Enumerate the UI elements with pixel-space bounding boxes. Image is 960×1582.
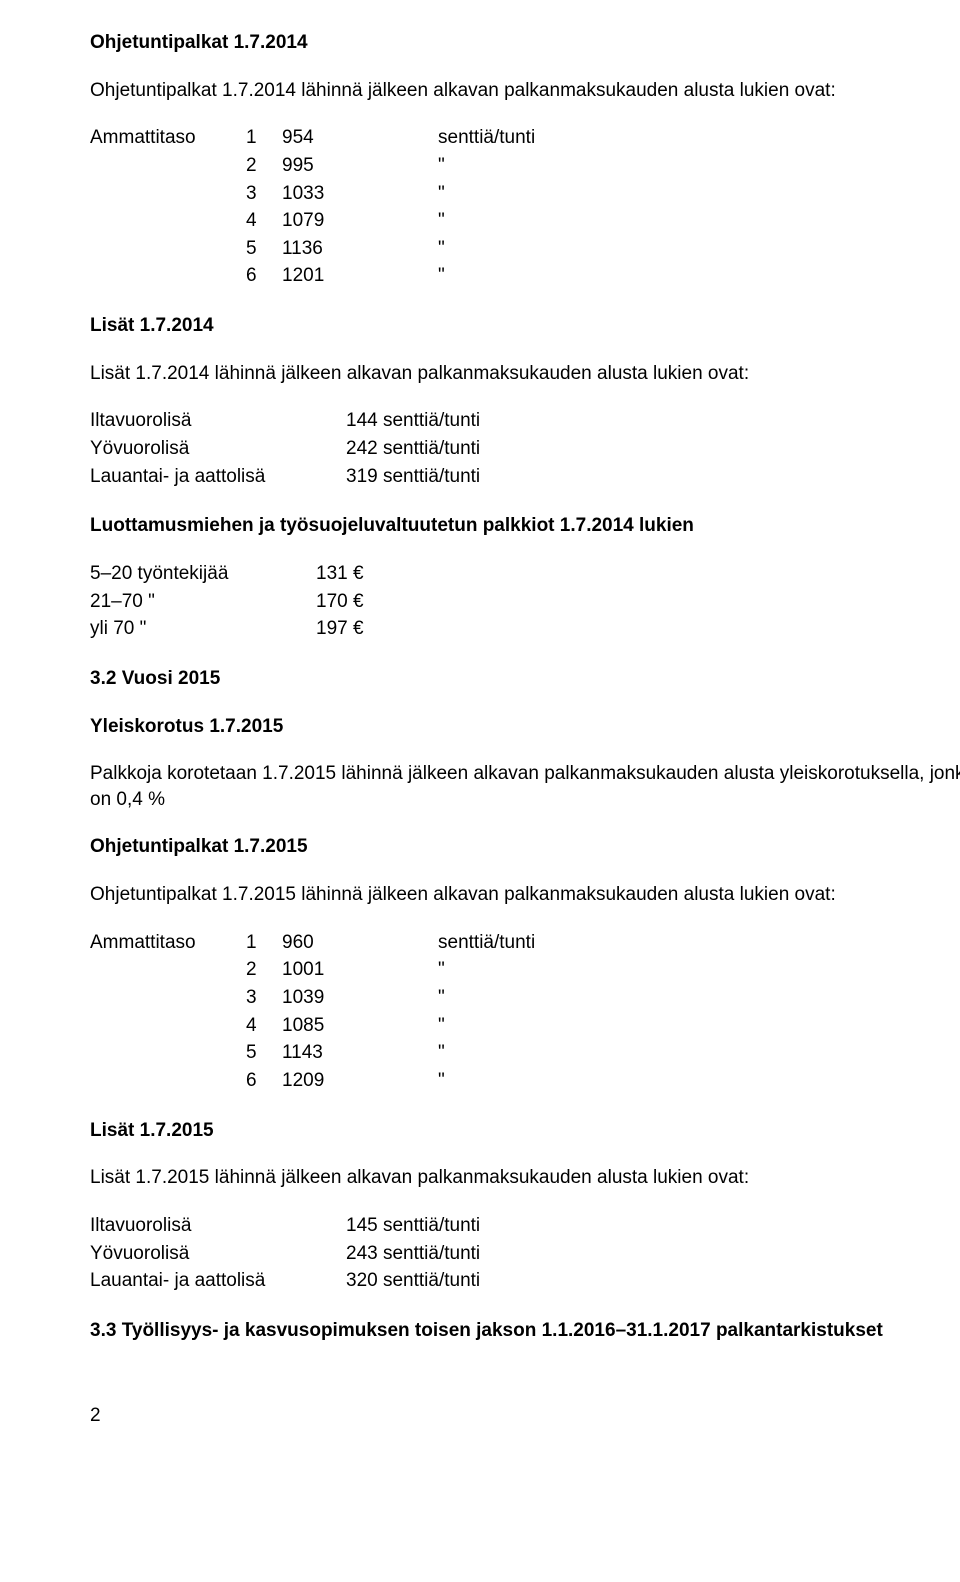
table-row: Iltavuorolisä 145 senttiä/tunti	[90, 1213, 480, 1241]
heading-lisat-2014: Lisät 1.7.2014	[90, 313, 960, 339]
heading-lisat-2015: Lisät 1.7.2015	[90, 1118, 960, 1144]
row-val: 1033	[282, 181, 438, 209]
row-val: 954	[282, 125, 438, 153]
heading-luottamus-2014: Luottamusmiehen ja työsuojeluvaltuutetun…	[90, 513, 960, 539]
table-row: 6 1209 "	[90, 1068, 604, 1096]
row-val: 1085	[282, 1013, 438, 1041]
row-unit: "	[438, 208, 604, 236]
lisa-label: Iltavuorolisä	[90, 1213, 346, 1241]
emp-range: yli 70 "	[90, 616, 316, 644]
lisa-label: Yövuorolisä	[90, 436, 346, 464]
table-row: 2 1001 "	[90, 957, 604, 985]
row-unit: "	[438, 181, 604, 209]
table-row: 6 1201 "	[90, 263, 604, 291]
text-yleiskorotus-2015: Palkkoja korotetaan 1.7.2015 lähinnä jäl…	[90, 761, 960, 812]
lisa-value: 145 senttiä/tunti	[346, 1213, 480, 1241]
row-val: 1209	[282, 1068, 438, 1096]
heading-ohjetuntipalkat-2014: Ohjetuntipalkat 1.7.2014	[90, 30, 960, 56]
page-number: 2	[90, 1403, 960, 1429]
row-num: 4	[246, 208, 282, 236]
ammattitaso-table-2014: Ammattitaso 1 954 senttiä/tunti 2 995 " …	[90, 125, 604, 291]
row-num: 1	[246, 930, 282, 958]
row-unit: senttiä/tunti	[438, 125, 604, 153]
row-unit: "	[438, 263, 604, 291]
row-val: 1143	[282, 1040, 438, 1068]
row-val: 1201	[282, 263, 438, 291]
lisat-table-2015: Iltavuorolisä 145 senttiä/tunti Yövuorol…	[90, 1213, 480, 1296]
row-num: 3	[246, 985, 282, 1013]
table-row: Ammattitaso 1 954 senttiä/tunti	[90, 125, 604, 153]
intro-ohjetuntipalkat-2014: Ohjetuntipalkat 1.7.2014 lähinnä jälkeen…	[90, 78, 960, 104]
lisa-value: 144 senttiä/tunti	[346, 408, 480, 436]
table-row: 3 1033 "	[90, 181, 604, 209]
intro-lisat-2014: Lisät 1.7.2014 lähinnä jälkeen alkavan p…	[90, 361, 960, 387]
row-unit: "	[438, 985, 604, 1013]
row-val: 1079	[282, 208, 438, 236]
table-row: Lauantai- ja aattolisä 319 senttiä/tunti	[90, 464, 480, 492]
lisat-table-2014: Iltavuorolisä 144 senttiä/tunti Yövuorol…	[90, 408, 480, 491]
row-unit: "	[438, 957, 604, 985]
row-num: 1	[246, 125, 282, 153]
table-row: Yövuorolisä 242 senttiä/tunti	[90, 436, 480, 464]
emp-range: 5–20 työntekijää	[90, 561, 316, 589]
heading-33-palkantarkistukset: 3.3 Työllisyys- ja kasvusopimuksen toise…	[90, 1318, 960, 1344]
table-row: 2 995 "	[90, 153, 604, 181]
row-val: 995	[282, 153, 438, 181]
row-val: 1039	[282, 985, 438, 1013]
table-row: 21–70 " 170 €	[90, 589, 364, 617]
row-num: 2	[246, 957, 282, 985]
row-num: 6	[246, 1068, 282, 1096]
lisa-label: Yövuorolisä	[90, 1241, 346, 1269]
lisa-value: 243 senttiä/tunti	[346, 1241, 480, 1269]
ammattitaso-table-2015: Ammattitaso 1 960 senttiä/tunti 2 1001 "…	[90, 930, 604, 1096]
ammattitaso-label: Ammattitaso	[90, 125, 246, 153]
row-num: 5	[246, 236, 282, 264]
row-num: 2	[246, 153, 282, 181]
lisa-label: Lauantai- ja aattolisä	[90, 464, 346, 492]
lisa-label: Iltavuorolisä	[90, 408, 346, 436]
emp-amount: 197 €	[316, 616, 364, 644]
row-num: 6	[246, 263, 282, 291]
row-unit: "	[438, 236, 604, 264]
palkkiot-table-2014: 5–20 työntekijää 131 € 21–70 " 170 € yli…	[90, 561, 364, 644]
table-row: Yövuorolisä 243 senttiä/tunti	[90, 1241, 480, 1269]
row-num: 4	[246, 1013, 282, 1041]
heading-vuosi-2015: 3.2 Vuosi 2015	[90, 666, 960, 692]
table-row: Lauantai- ja aattolisä 320 senttiä/tunti	[90, 1268, 480, 1296]
table-row: Ammattitaso 1 960 senttiä/tunti	[90, 930, 604, 958]
ammattitaso-label: Ammattitaso	[90, 930, 246, 958]
row-unit: "	[438, 1013, 604, 1041]
lisa-value: 320 senttiä/tunti	[346, 1268, 480, 1296]
table-row: 4 1079 "	[90, 208, 604, 236]
table-row: 5–20 työntekijää 131 €	[90, 561, 364, 589]
row-val: 1001	[282, 957, 438, 985]
table-row: yli 70 " 197 €	[90, 616, 364, 644]
table-row: 3 1039 "	[90, 985, 604, 1013]
row-unit: senttiä/tunti	[438, 930, 604, 958]
lisa-value: 319 senttiä/tunti	[346, 464, 480, 492]
row-val: 1136	[282, 236, 438, 264]
lisa-label: Lauantai- ja aattolisä	[90, 1268, 346, 1296]
table-row: 4 1085 "	[90, 1013, 604, 1041]
table-row: 5 1136 "	[90, 236, 604, 264]
emp-amount: 131 €	[316, 561, 364, 589]
row-unit: "	[438, 153, 604, 181]
intro-ohjetuntipalkat-2015: Ohjetuntipalkat 1.7.2015 lähinnä jälkeen…	[90, 882, 960, 908]
row-num: 5	[246, 1040, 282, 1068]
row-num: 3	[246, 181, 282, 209]
emp-range: 21–70 "	[90, 589, 316, 617]
heading-yleiskorotus-2015: Yleiskorotus 1.7.2015	[90, 714, 960, 740]
emp-amount: 170 €	[316, 589, 364, 617]
row-val: 960	[282, 930, 438, 958]
intro-lisat-2015: Lisät 1.7.2015 lähinnä jälkeen alkavan p…	[90, 1165, 960, 1191]
row-unit: "	[438, 1040, 604, 1068]
table-row: Iltavuorolisä 144 senttiä/tunti	[90, 408, 480, 436]
row-unit: "	[438, 1068, 604, 1096]
heading-ohjetuntipalkat-2015: Ohjetuntipalkat 1.7.2015	[90, 834, 960, 860]
lisa-value: 242 senttiä/tunti	[346, 436, 480, 464]
table-row: 5 1143 "	[90, 1040, 604, 1068]
